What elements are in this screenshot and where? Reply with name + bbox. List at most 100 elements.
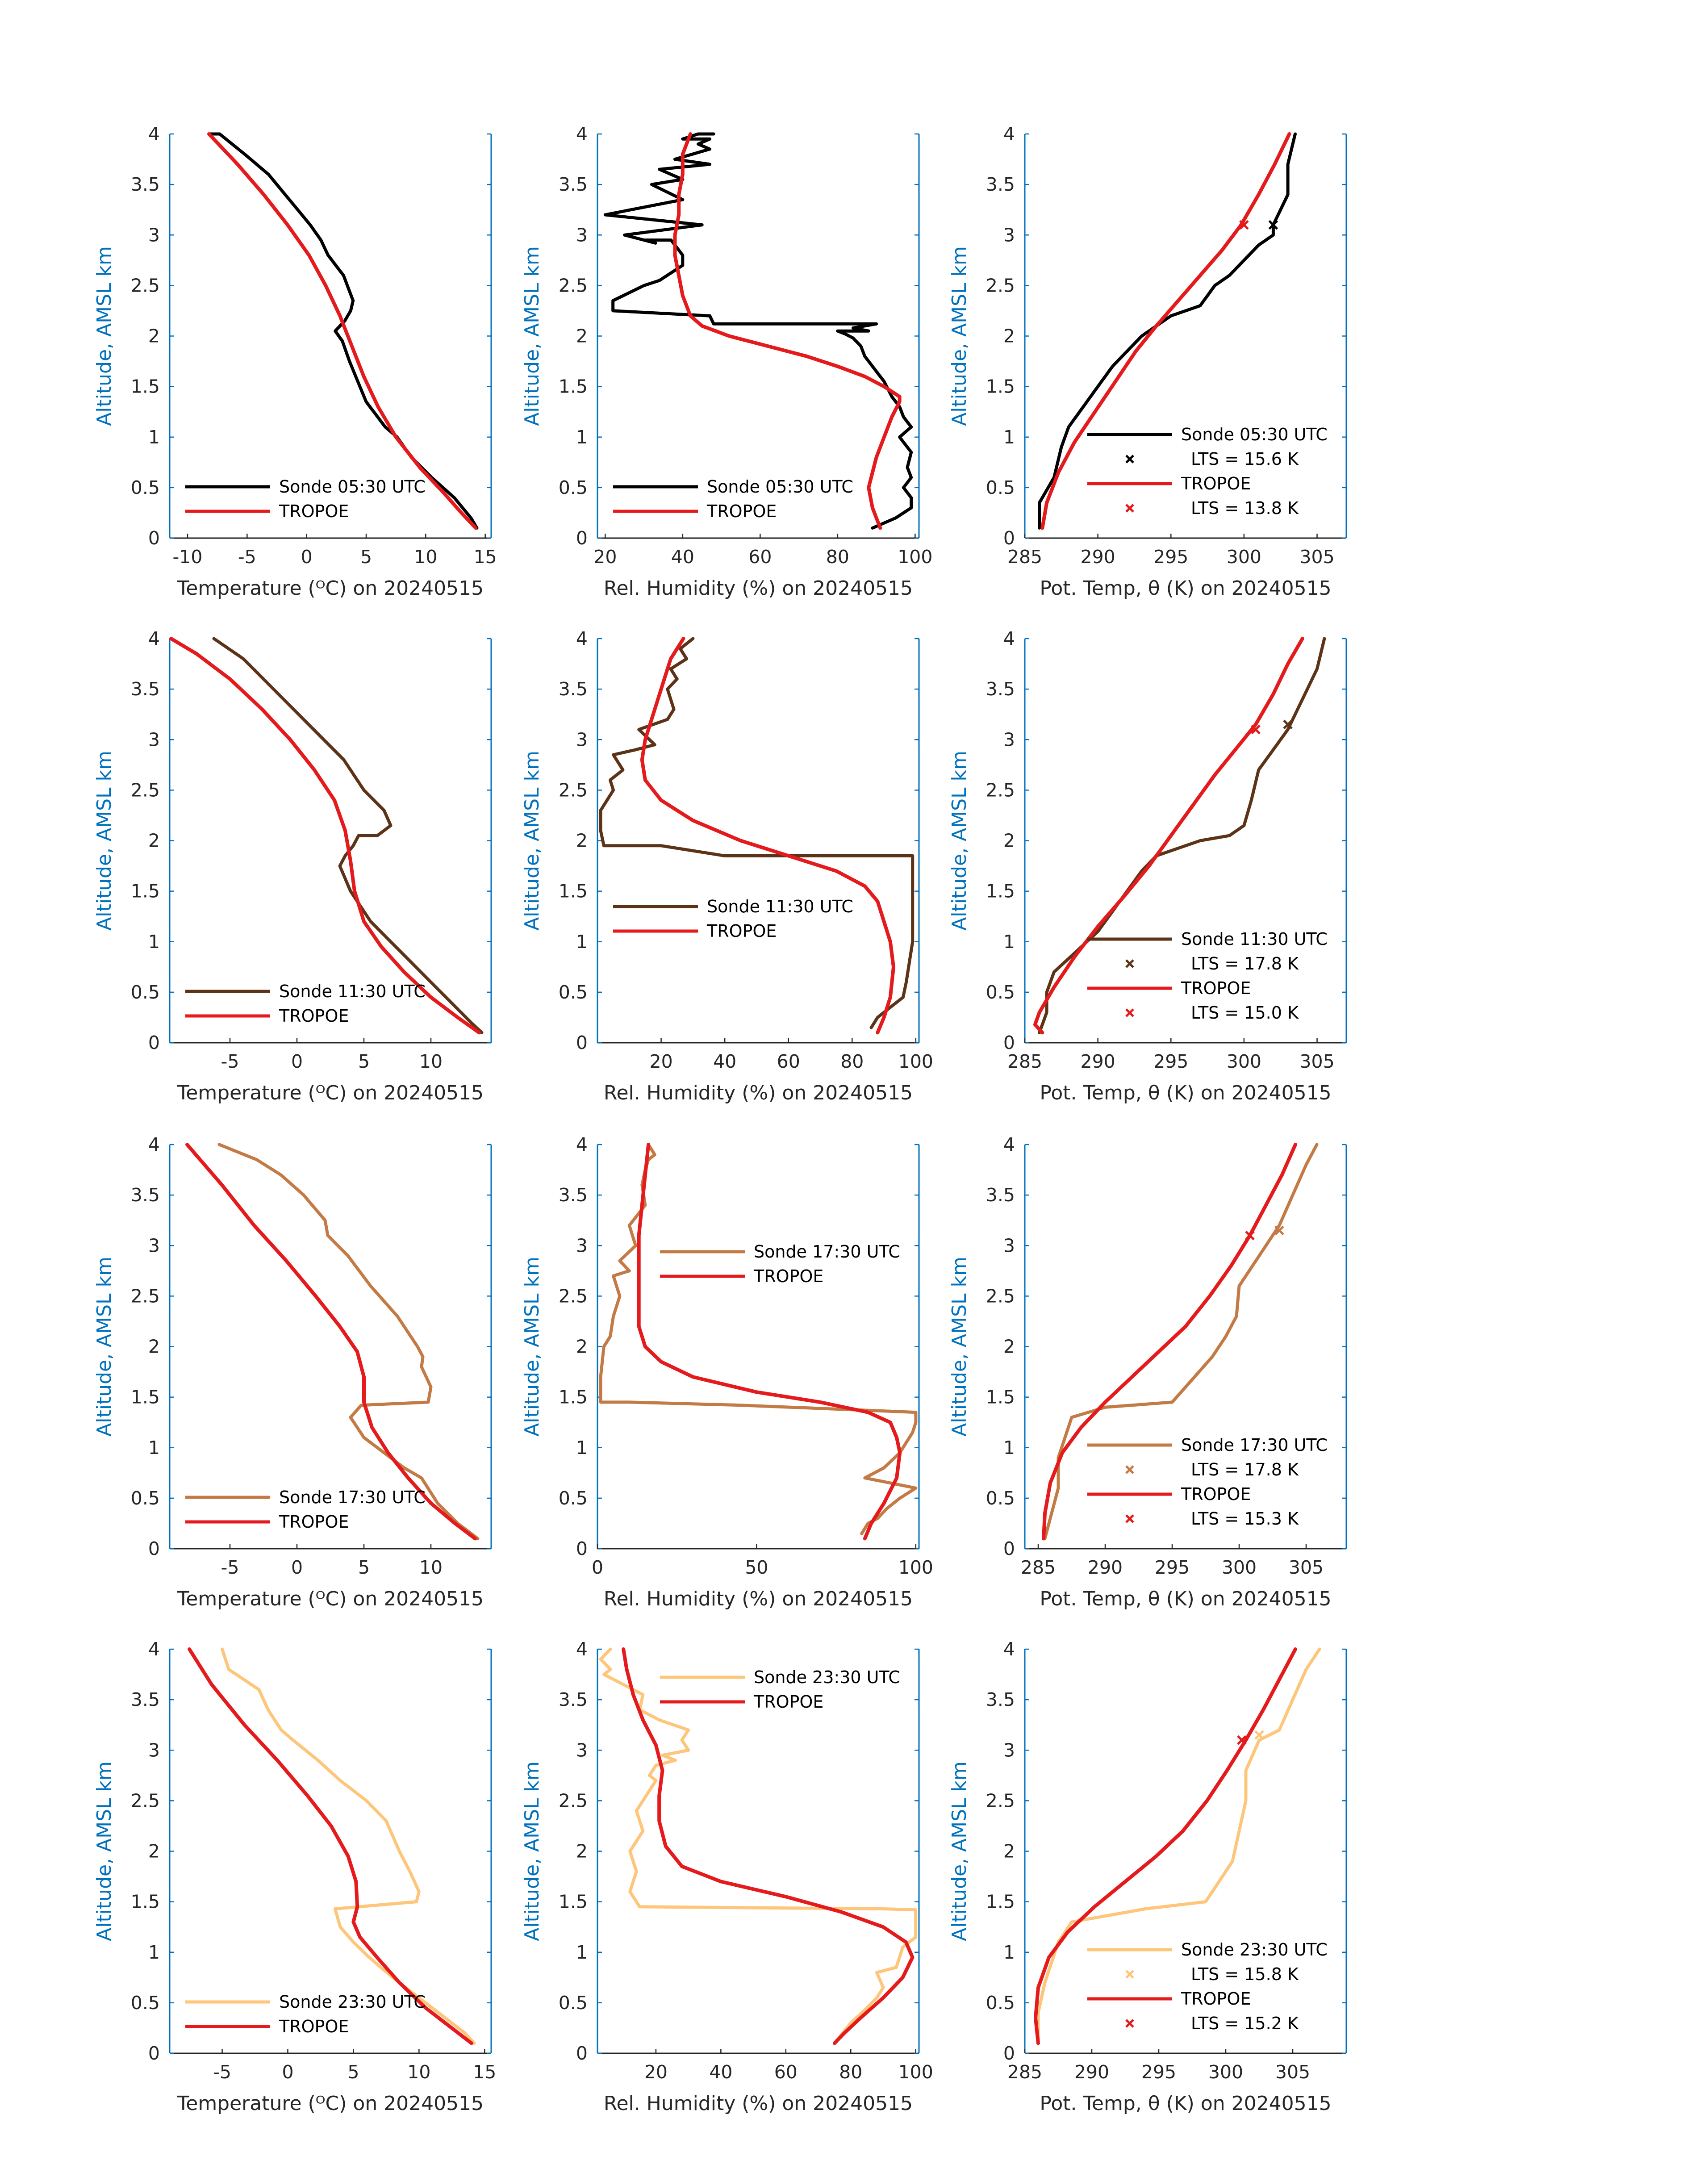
y-tick-label: 3 — [576, 1235, 588, 1256]
series-line-tropoe — [673, 132, 902, 530]
x-tick-label: 0 — [301, 546, 313, 568]
y-tick-label: 0 — [576, 527, 588, 549]
x-axis-label: Temperature (ᴼC) on 20240515 — [177, 1082, 484, 1104]
legend-label: TROPOE — [279, 1006, 349, 1026]
x-tick-label: -5 — [213, 2061, 231, 2083]
series-line-sonde — [1036, 1647, 1321, 2045]
y-tick-label: 1.5 — [986, 881, 1015, 902]
y-tick-label: 4 — [576, 1134, 588, 1155]
x-axis-label: Rel. Humidity (%) on 20240515 — [604, 577, 913, 600]
y-tick-label: 2.5 — [559, 779, 588, 801]
y-tick-label: 1.5 — [559, 881, 588, 902]
y-tick-label: 2.5 — [131, 1790, 160, 1811]
panel-TH1730: 0 0.5 1 1.5 2 2.5 3 3.5 4 285 290 295 300 305 Altitude… — [948, 1134, 1347, 1610]
y-tick-label: 0 — [148, 1032, 160, 1053]
legend-label: LTS = 15.3 K — [1191, 1509, 1299, 1529]
panel-TH2330: 0 0.5 1 1.5 2 2.5 3 3.5 4 285 290 295 300 305 Altitude… — [948, 1638, 1347, 2115]
y-tick-label: 3 — [148, 224, 160, 246]
y-tick-label: 1.5 — [559, 1387, 588, 1408]
y-tick-label: 0.5 — [131, 1488, 160, 1509]
legend-label: LTS = 15.6 K — [1191, 449, 1299, 469]
series-line-tropoe — [188, 1647, 473, 2045]
legend-label: Sonde 11:30 UTC — [279, 982, 426, 1001]
y-axis-label: Altitude, AMSL km — [948, 246, 971, 426]
x-tick-label: 20 — [593, 546, 617, 568]
legend: Sonde 17:30 UTC TROPOE — [660, 1242, 900, 1286]
x-tick-label: 290 — [1081, 546, 1115, 568]
y-tick-label: 2 — [148, 830, 160, 852]
legend-label: Sonde 23:30 UTC — [754, 1667, 900, 1687]
x-tick-label: 80 — [826, 546, 849, 568]
y-tick-label: 2.5 — [559, 1285, 588, 1307]
legend-label: Sonde 23:30 UTC — [1181, 1940, 1328, 1960]
y-tick-label: 2 — [576, 1336, 588, 1358]
y-tick-label: 0 — [148, 2043, 160, 2064]
x-tick-label: 285 — [1021, 1557, 1056, 1578]
x-tick-label: -10 — [173, 546, 203, 568]
x-axis-label: Pot. Temp, θ (K) on 20240515 — [1040, 2092, 1331, 2115]
lts-marker-tropoe — [1239, 220, 1249, 230]
x-tick-label: 60 — [774, 2061, 798, 2083]
y-tick-label: 0.5 — [559, 982, 588, 1003]
y-tick-label: 3.5 — [986, 1689, 1015, 1710]
legend-label: Sonde 17:30 UTC — [1181, 1435, 1328, 1455]
x-tick-label: 285 — [1007, 1051, 1042, 1072]
x-tick-label: 285 — [1007, 2061, 1042, 2083]
x-tick-label: 305 — [1299, 546, 1334, 568]
series-line-tropoe — [185, 1143, 477, 1541]
x-tick-label: 300 — [1222, 1557, 1257, 1578]
legend: Sonde 17:30 UTC TROPOE — [185, 1488, 426, 1532]
y-axis-label: Altitude, AMSL km — [93, 246, 116, 426]
panel-RH1730: 0 0.5 1 1.5 2 2.5 3 3.5 4 0 50 100 Altitude, AMSL km… — [521, 1134, 933, 1610]
panel-T0530: 0 0.5 1 1.5 2 2.5 3 3.5 4 -10 -5 0 5 10 15 Altitude, AM… — [93, 123, 497, 600]
x-tick-label: 300 — [1227, 1051, 1261, 1072]
series-line-sonde — [599, 1647, 918, 2045]
lts-marker-tropoe — [1245, 1230, 1255, 1241]
legend-label: TROPOE — [706, 921, 777, 941]
series-line-tropoe — [622, 1647, 915, 2045]
x-tick-label: 0 — [291, 1051, 303, 1072]
y-tick-label: 1.5 — [559, 1891, 588, 1913]
y-tick-label: 0.5 — [131, 477, 160, 498]
legend-label: LTS = 17.8 K — [1191, 954, 1299, 974]
y-tick-label: 1 — [148, 1437, 160, 1458]
y-tick-label: 1.5 — [131, 1891, 160, 1913]
series-line-sonde — [1038, 132, 1297, 530]
legend: Sonde 05:30 UTC LTS = 15.6 K TROPOE LTS = 1… — [1087, 425, 1328, 518]
y-tick-label: 0 — [1003, 1538, 1015, 1559]
x-tick-label: 100 — [898, 1557, 933, 1578]
y-tick-label: 4 — [1003, 1638, 1015, 1660]
x-tick-label: 20 — [644, 2061, 668, 2083]
legend-label: TROPOE — [279, 1512, 349, 1532]
legend-label: TROPOE — [1181, 474, 1251, 493]
x-tick-label: 305 — [1275, 2061, 1310, 2083]
y-tick-label: 1 — [148, 1942, 160, 1963]
legend: Sonde 23:30 UTC LTS = 15.8 K TROPOE LTS = 1… — [1087, 1940, 1328, 2033]
y-tick-label: 1.5 — [559, 376, 588, 397]
legend-label: Sonde 05:30 UTC — [707, 477, 853, 497]
y-tick-label: 1 — [148, 931, 160, 953]
y-tick-label: 3 — [1003, 1235, 1015, 1256]
legend: Sonde 17:30 UTC LTS = 17.8 K TROPOE LTS = 1… — [1087, 1435, 1328, 1529]
panel-TH0530: 0 0.5 1 1.5 2 2.5 3 3.5 4 285 290 295 300 305 Altitude… — [948, 123, 1347, 600]
legend: Sonde 05:30 UTC TROPOE — [613, 477, 853, 521]
legend: Sonde 23:30 UTC TROPOE — [185, 1992, 426, 2036]
y-tick-label: 2.5 — [131, 779, 160, 801]
y-tick-label: 1.5 — [986, 376, 1015, 397]
y-tick-label: 3 — [1003, 224, 1015, 246]
legend-label: Sonde 11:30 UTC — [707, 897, 853, 916]
x-tick-label: 20 — [649, 1051, 672, 1072]
legend-label: Sonde 05:30 UTC — [279, 477, 426, 497]
y-tick-label: 2.5 — [131, 1285, 160, 1307]
y-tick-label: 0 — [1003, 2043, 1015, 2064]
y-axis-label: Altitude, AMSL km — [521, 751, 543, 931]
x-axis-label: Pot. Temp, θ (K) on 20240515 — [1040, 1588, 1331, 1610]
y-tick-label: 1.5 — [986, 1387, 1015, 1408]
y-tick-label: 0.5 — [559, 1992, 588, 2014]
y-tick-label: 1 — [576, 931, 588, 953]
x-axis-label: Temperature (ᴼC) on 20240515 — [177, 2092, 484, 2115]
y-tick-label: 2.5 — [986, 1790, 1015, 1811]
x-tick-label: 290 — [1088, 1557, 1123, 1578]
y-tick-label: 2 — [1003, 830, 1015, 852]
